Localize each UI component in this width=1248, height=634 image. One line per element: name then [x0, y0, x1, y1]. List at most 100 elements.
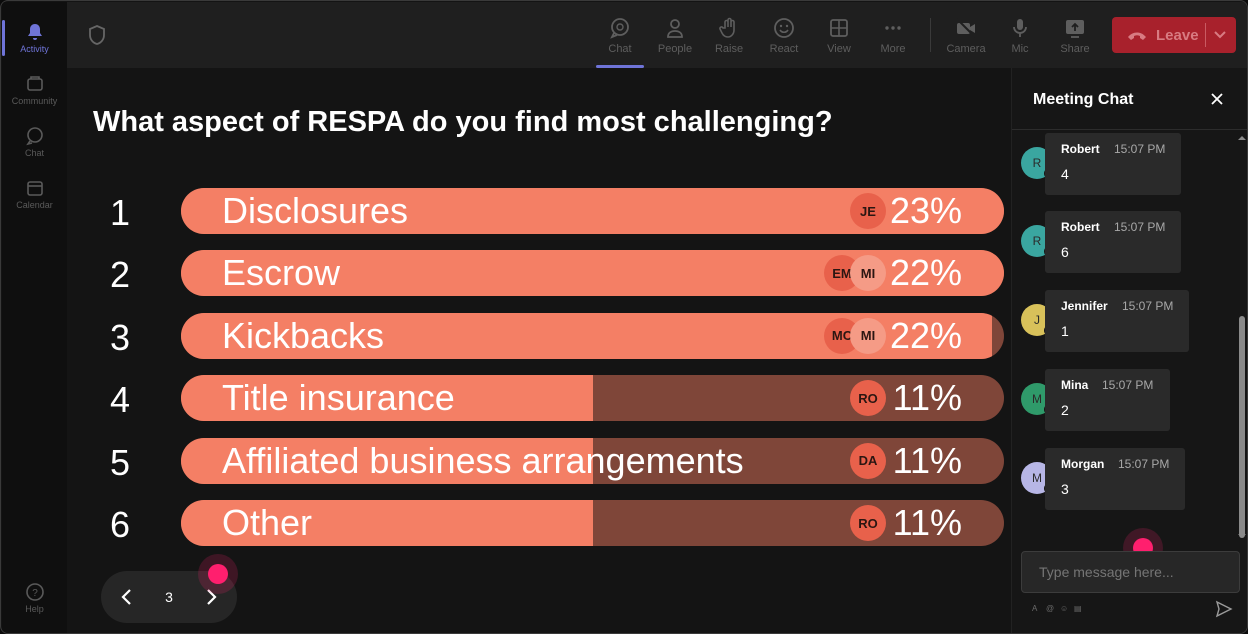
close-icon[interactable]: [1209, 91, 1225, 107]
result-bar: Disclosures 23% JE: [181, 188, 1004, 234]
result-bar: Title insurance 11% RO: [181, 375, 1004, 422]
leave-button[interactable]: Leave: [1112, 17, 1236, 53]
grid-view-icon: [830, 18, 848, 37]
result-bar-fill: [181, 500, 593, 546]
share-button[interactable]: Share: [1048, 2, 1102, 68]
mic-button[interactable]: Mic: [993, 2, 1047, 68]
people-button[interactable]: People: [648, 2, 702, 68]
result-bar: Affiliated business arrangements 11% DA: [181, 437, 1004, 484]
svg-text:?: ?: [32, 588, 38, 599]
rail-item-activity[interactable]: Activity: [2, 12, 67, 64]
voter-avatar: JE: [850, 193, 886, 229]
voter-avatars: MC MI: [824, 317, 886, 354]
chat-scrollbar[interactable]: [1236, 130, 1247, 544]
avatar-initial: M: [1032, 471, 1042, 485]
option-percentage: 22%: [889, 252, 962, 294]
poll-option-row: 2 Escrow 22% EM MI: [67, 250, 1011, 297]
message-time: 15:07 PM: [1122, 299, 1174, 313]
hang-up-icon: [1128, 32, 1146, 40]
chevron-down-icon[interactable]: [1213, 29, 1227, 41]
message-sender: Morgan: [1061, 457, 1105, 471]
poll-option-row: 1 Disclosures 23% JE: [67, 188, 1011, 234]
shield-icon[interactable]: [87, 24, 107, 46]
chat-message-input[interactable]: [1021, 551, 1240, 593]
poll-stage: What aspect of RESPA do you find most ch…: [67, 68, 1011, 633]
more-button[interactable]: More: [866, 2, 920, 68]
chat-title: Meeting Chat: [1033, 91, 1134, 108]
attach-icon[interactable]: @: [1046, 604, 1055, 613]
option-number: 1: [109, 192, 131, 233]
option-percentage: 11%: [892, 502, 962, 543]
option-percentage: 11%: [892, 439, 962, 481]
scrollbar-thumb[interactable]: [1239, 316, 1245, 538]
chevron-left-icon[interactable]: [115, 585, 139, 609]
leave-button-label: Leave: [1156, 26, 1199, 44]
voter-avatars: RO: [850, 380, 886, 417]
message-text: 3: [1061, 481, 1069, 497]
option-number: 4: [109, 379, 131, 421]
view-button-label: View: [827, 42, 851, 55]
rail-label-community: Community: [11, 96, 58, 106]
camera-button[interactable]: Camera: [939, 2, 993, 68]
rail-item-community[interactable]: Community: [2, 64, 67, 116]
more-button-label: More: [880, 42, 906, 55]
chat-icon: [610, 17, 629, 39]
chat-header: Meeting Chat: [1012, 68, 1247, 130]
scroll-down-icon[interactable]: [1238, 532, 1246, 540]
community-icon: [26, 76, 43, 91]
view-button[interactable]: View: [812, 2, 866, 68]
raise-hand-button[interactable]: Raise: [702, 2, 756, 68]
message-text: 4: [1061, 166, 1069, 182]
share-screen-icon: [1066, 19, 1084, 38]
gif-icon[interactable]: ▤: [1074, 604, 1082, 613]
chat-message[interactable]: Jennifer 15:07 PM 1: [1045, 290, 1189, 352]
format-icon[interactable]: A: [1032, 604, 1038, 613]
bell-icon: [27, 24, 42, 40]
pointer-indicator: [208, 564, 228, 584]
mic-icon: [1013, 18, 1027, 37]
calendar-icon: [26, 181, 43, 196]
voter-avatar: DA: [850, 442, 886, 479]
rail-item-chat[interactable]: Chat: [2, 116, 67, 168]
voter-avatars: EM MI: [824, 255, 886, 292]
avatar-initial: R: [1032, 234, 1042, 248]
message-time: 15:07 PM: [1118, 457, 1170, 471]
react-button[interactable]: React: [757, 2, 811, 68]
left-rail: Activity Community Chat Calendar ? Help: [2, 2, 67, 633]
raise-button-label: Raise: [714, 42, 744, 55]
poll-question: What aspect of RESPA do you find most ch…: [93, 106, 833, 138]
result-bar: Escrow 22% EM MI: [181, 250, 1004, 297]
rail-item-calendar[interactable]: Calendar: [2, 168, 67, 220]
voter-avatar: MI: [850, 317, 886, 354]
rail-item-help[interactable]: ? Help: [2, 572, 67, 624]
camera-off-icon: [956, 17, 976, 38]
option-number: 6: [109, 504, 131, 545]
chat-button-label: Chat: [608, 42, 632, 55]
message-time: 15:07 PM: [1114, 220, 1166, 234]
voter-avatars: JE: [850, 193, 886, 229]
poll-option-row: 5 Affiliated business arrangements 11% DA: [67, 437, 1011, 484]
option-label: Kickbacks: [222, 314, 385, 356]
chat-button[interactable]: Chat: [593, 2, 647, 68]
scroll-up-icon[interactable]: [1238, 134, 1246, 142]
chat-message[interactable]: Morgan 15:07 PM 3: [1045, 448, 1185, 510]
option-percentage: 11%: [892, 377, 962, 419]
emoji-icon[interactable]: ☺: [1060, 604, 1069, 613]
help-icon: ?: [25, 583, 44, 601]
toolbar-divider: [930, 18, 931, 52]
send-icon[interactable]: [1215, 600, 1233, 618]
option-label: Title insurance: [222, 377, 455, 419]
smiley-icon: [774, 17, 794, 38]
option-label: Affiliated business arrangements: [222, 439, 744, 481]
result-bar: Other 11% RO: [181, 500, 1004, 546]
chat-message[interactable]: Robert 15:07 PM 6: [1045, 211, 1181, 273]
chat-message[interactable]: Robert 15:07 PM 4: [1045, 133, 1181, 195]
chat-icon: [25, 127, 43, 146]
message-text: 2: [1061, 402, 1069, 418]
message-sender: Mina: [1061, 378, 1089, 392]
rail-label-chat: Chat: [24, 148, 44, 158]
chat-message[interactable]: Mina 15:07 PM 2: [1045, 369, 1170, 431]
chevron-right-icon[interactable]: [199, 585, 223, 609]
option-label: Disclosures: [222, 190, 409, 231]
result-bar: Kickbacks 22% MC MI: [181, 312, 1004, 359]
